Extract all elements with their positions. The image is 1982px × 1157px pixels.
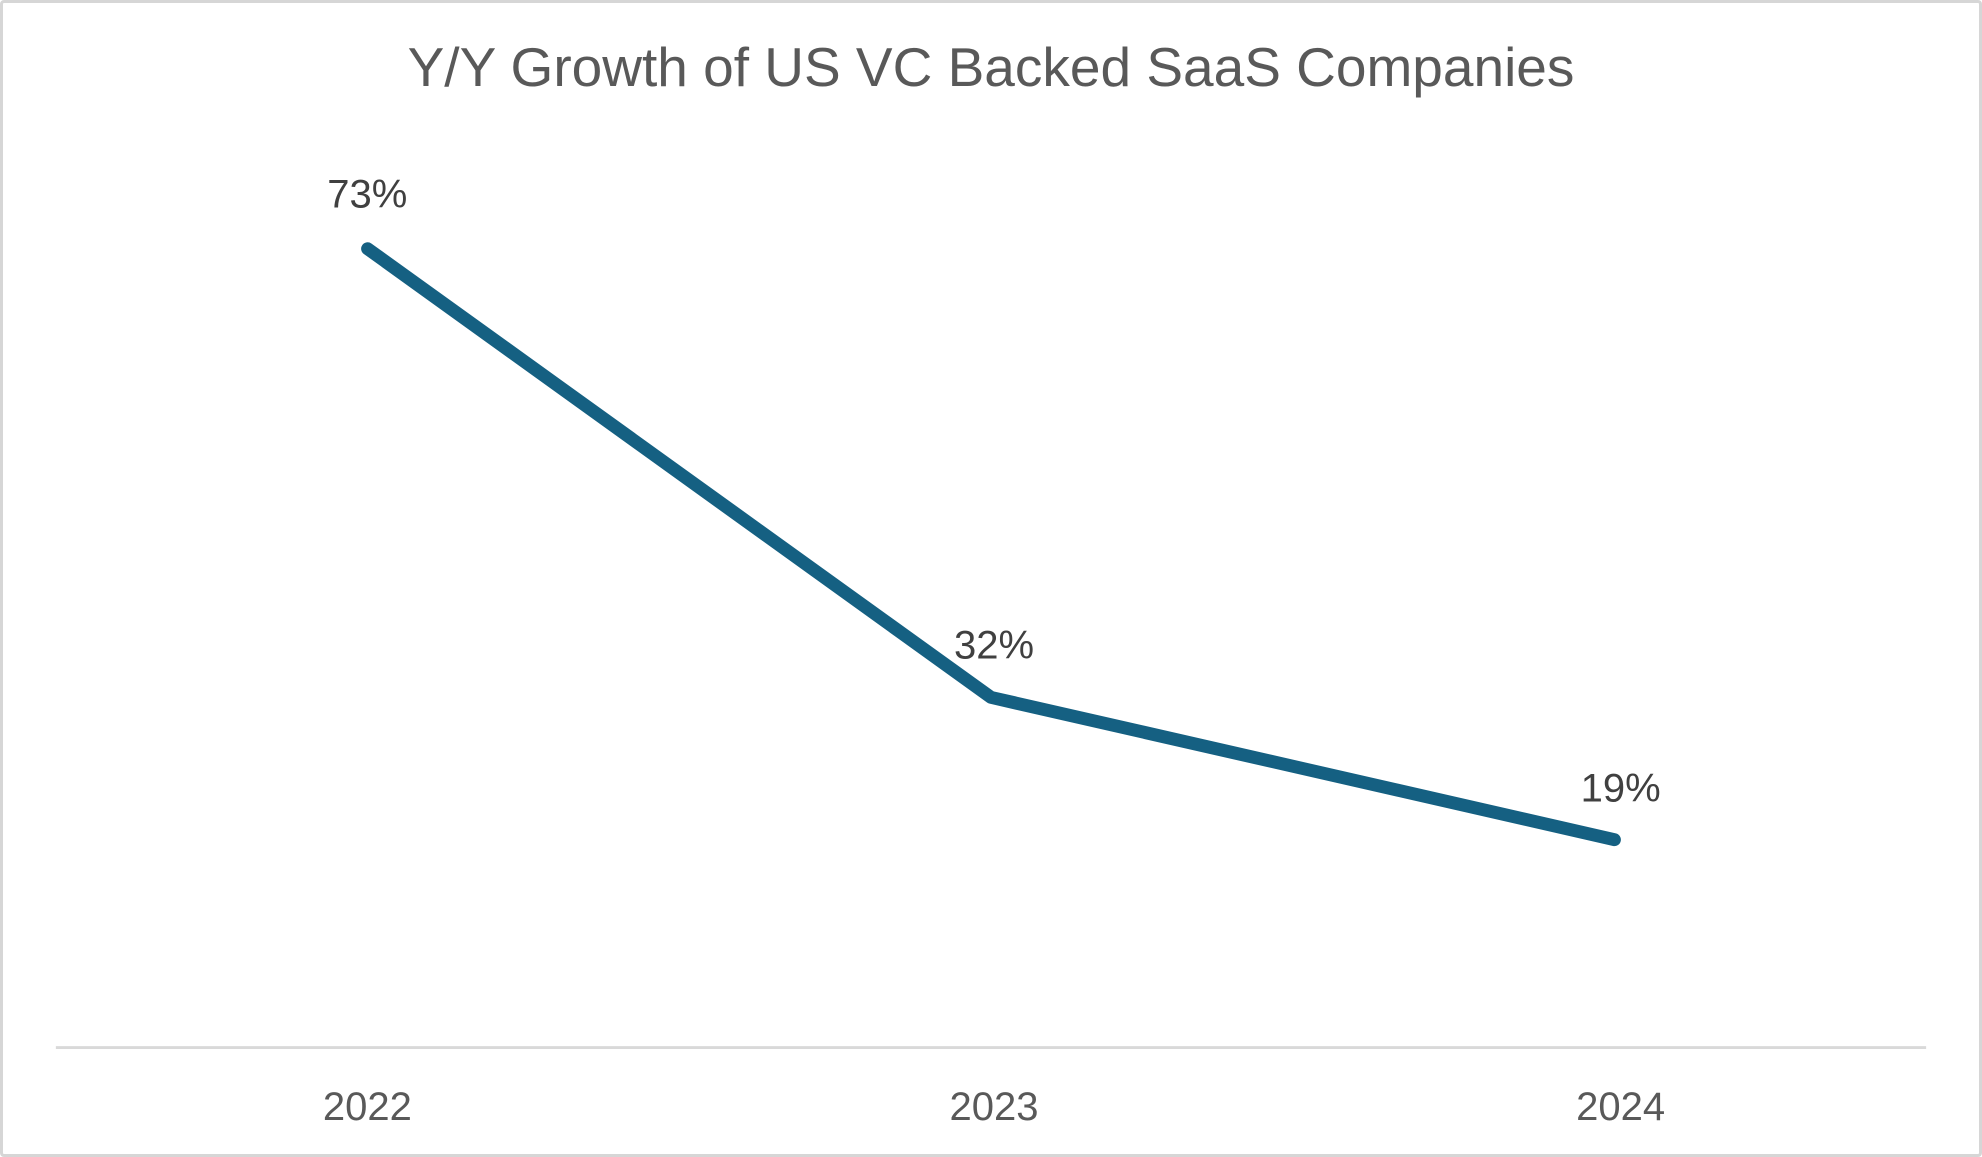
- data-label: 73%: [327, 172, 408, 217]
- line-chart-plot-area: [55, 242, 1927, 1050]
- data-label: 32%: [953, 623, 1035, 668]
- data-label: 19%: [1580, 766, 1661, 811]
- x-axis-tick-label: 2023: [949, 1085, 1039, 1129]
- series-line: [361, 242, 1621, 847]
- chart-title: Y/Y Growth of US VC Backed SaaS Companie…: [407, 36, 1575, 98]
- x-axis-tick-label: 2022: [322, 1085, 412, 1129]
- x-axis-tick-label: 2024: [1576, 1085, 1666, 1129]
